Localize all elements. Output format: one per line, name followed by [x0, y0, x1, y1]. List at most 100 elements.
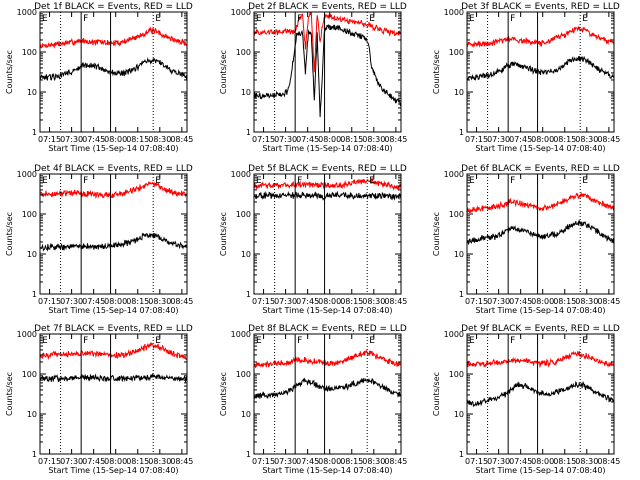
x-tick-label: 08:15	[553, 297, 576, 306]
x-tick-label: 07:15	[38, 135, 61, 144]
events-series-line	[467, 55, 614, 81]
x-tick-label: 07:15	[465, 135, 488, 144]
plot-frame	[466, 333, 615, 455]
y-tick-label: 1	[246, 450, 251, 459]
x-tick-label: 08:15	[340, 457, 363, 466]
x-tick-label: 08:45	[170, 135, 193, 144]
plot-frame	[253, 173, 402, 295]
region-label: F	[297, 14, 302, 24]
x-tick-label: 07:45	[82, 297, 105, 306]
region-label: E	[582, 336, 588, 346]
x-tick-label: 07:45	[509, 135, 532, 144]
chart-title: Det 2f BLACK = Events, RED = LLD	[248, 2, 407, 12]
x-tick-label: 08:15	[553, 457, 576, 466]
y-axis-label: Counts/sec	[219, 50, 228, 94]
x-tick-label: 07:45	[509, 457, 532, 466]
plot-frame	[253, 11, 402, 133]
y-tick-label: 1	[32, 128, 37, 137]
x-tick-label: 08:00	[104, 297, 127, 306]
region-label: F	[297, 176, 302, 186]
region-label: F	[83, 176, 88, 186]
chart-title: Det 7f BLACK = Events, RED = LLD	[34, 324, 193, 334]
x-tick-label: 07:15	[252, 457, 275, 466]
x-tick-label: 08:15	[126, 457, 149, 466]
plot-frame	[39, 333, 188, 455]
region-label: F	[297, 336, 302, 346]
plot-area	[254, 349, 401, 400]
plot-area	[467, 191, 614, 245]
x-tick-label: 07:45	[296, 135, 319, 144]
region-label: E	[42, 336, 48, 346]
region-label: E	[469, 336, 475, 346]
x-tick-label: 08:45	[597, 135, 620, 144]
x-tick-label: 07:45	[82, 457, 105, 466]
x-tick-label: 08:30	[575, 135, 598, 144]
x-tick-label: 08:00	[318, 135, 341, 144]
x-tick-label: 08:30	[148, 135, 171, 144]
region-label: E	[42, 14, 48, 24]
y-tick-label: 1000	[231, 330, 251, 339]
y-axis-label: Counts/sec	[219, 212, 228, 256]
y-tick-label: 1000	[17, 8, 37, 17]
x-tick-label: 07:30	[60, 457, 83, 466]
region-label: E	[256, 336, 262, 346]
plot-area	[40, 181, 187, 252]
x-tick-label: 08:00	[104, 135, 127, 144]
y-tick-label: 100	[449, 370, 464, 379]
y-tick-label: 10	[241, 88, 251, 97]
x-axis-label: Start Time (15-Sep-14 07:08:40)	[262, 144, 392, 153]
x-tick-label: 08:30	[362, 135, 385, 144]
y-axis-label: Counts/sec	[432, 50, 441, 94]
events-series-line	[40, 232, 187, 252]
y-tick-label: 10	[241, 250, 251, 259]
y-tick-label: 100	[22, 48, 37, 57]
x-axis-label: Start Time (15-Sep-14 07:08:40)	[262, 306, 392, 315]
y-axis-label: Counts/sec	[219, 372, 228, 416]
x-tick-label: 07:30	[487, 457, 510, 466]
x-tick-label: 07:30	[487, 297, 510, 306]
lld-series-line	[254, 349, 401, 368]
y-tick-label: 100	[22, 370, 37, 379]
region-label: F	[510, 336, 515, 346]
y-tick-label: 10	[27, 88, 37, 97]
y-tick-label: 10	[241, 410, 251, 419]
chart-title: Det 9f BLACK = Events, RED = LLD	[461, 324, 620, 334]
lld-series-line	[467, 191, 614, 214]
y-tick-label: 1	[246, 290, 251, 299]
lld-series-line	[467, 26, 614, 48]
x-tick-label: 07:15	[465, 457, 488, 466]
x-tick-label: 08:30	[575, 297, 598, 306]
y-tick-label: 100	[22, 210, 37, 219]
lld-series-line	[40, 181, 187, 200]
region-label: E	[42, 176, 48, 186]
x-tick-label: 08:45	[384, 297, 407, 306]
plot-frame	[253, 333, 402, 455]
y-tick-label: 1000	[231, 8, 251, 17]
y-tick-label: 10	[454, 250, 464, 259]
x-tick-label: 08:30	[575, 457, 598, 466]
x-tick-label: 07:15	[252, 297, 275, 306]
plot-frame	[466, 11, 615, 133]
panel-det-3: Det 3f BLACK = Events, RED = LLD E F E 1 10 10…	[432, 2, 620, 153]
panel-det-4: Det 4f BLACK = Events, RED = LLD E F E 1 10 10…	[5, 164, 193, 315]
plot-frame	[39, 173, 188, 295]
chart-title: Det 1f BLACK = Events, RED = LLD	[34, 2, 193, 12]
x-axis-label: Start Time (15-Sep-14 07:08:40)	[475, 466, 605, 475]
plot-area	[40, 342, 187, 383]
region-label: E	[582, 176, 588, 186]
events-series-line	[467, 219, 614, 245]
x-tick-label: 07:30	[487, 135, 510, 144]
x-tick-label: 08:45	[170, 297, 193, 306]
x-tick-label: 08:15	[126, 135, 149, 144]
x-axis-label: Start Time (15-Sep-14 07:08:40)	[48, 466, 178, 475]
region-label: E	[155, 176, 161, 186]
x-tick-label: 07:15	[465, 297, 488, 306]
x-tick-label: 08:15	[553, 135, 576, 144]
region-label: F	[510, 176, 515, 186]
x-tick-label: 08:30	[362, 297, 385, 306]
panel-det-5: Det 5f BLACK = Events, RED = LLD E F E 1 10 10…	[219, 164, 407, 315]
panel-det-8: Det 8f BLACK = Events, RED = LLD E F E 1 10 10…	[219, 324, 407, 475]
y-tick-label: 100	[449, 48, 464, 57]
x-tick-label: 08:00	[318, 457, 341, 466]
